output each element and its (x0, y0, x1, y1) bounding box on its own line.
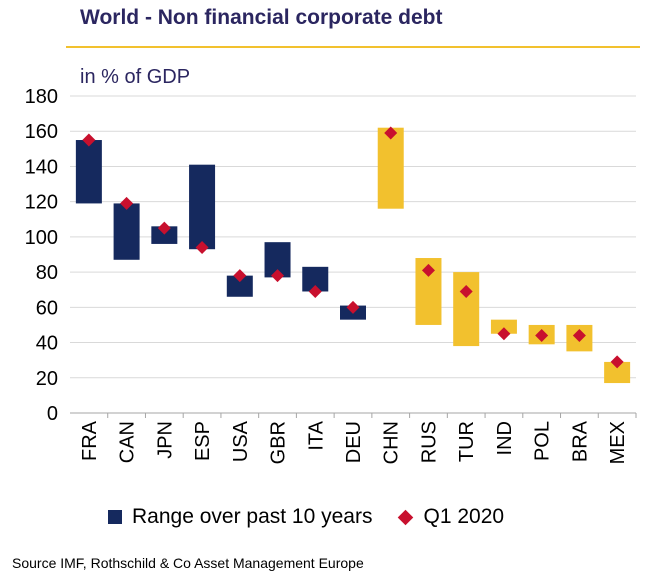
range-bar-esp (189, 164, 216, 250)
title-divider (66, 46, 640, 48)
legend-range-swatch (108, 510, 122, 524)
legend-marker-label: Q1 2020 (423, 505, 505, 528)
q1-2020-marker-usa (233, 269, 247, 283)
y-tick-label: 0 (47, 403, 58, 425)
legend-range-label: Range over past 10 years (132, 505, 373, 528)
x-tick-label: BRA (569, 420, 591, 462)
range-bar-tur (453, 272, 480, 347)
q1-2020-marker-deu (346, 300, 360, 314)
y-tick-label: 180 (25, 86, 58, 108)
q1-2020-marker-ita (308, 284, 322, 298)
chart-plot: 0 20 40 60 80 100 120 140 160 180 FRA CAN JPN ESP USA G… (25, 86, 637, 464)
range-bar-jpn (151, 226, 178, 244)
legend: Range over past 10 years Q1 2020 (108, 505, 504, 529)
chart-title: World - Non financial corporate debt (80, 6, 443, 29)
x-tick-label: IND (494, 421, 516, 455)
range-bar-usa (226, 275, 253, 297)
q1-2020-marker-pol (535, 329, 549, 343)
q1-2020-marker-tur (459, 284, 473, 298)
x-tick-label: POL (532, 421, 554, 461)
x-tick-label: FRA (79, 420, 101, 461)
q1-2020-marker-rus (421, 263, 435, 277)
unit-label: in % of GDP (80, 66, 191, 88)
x-tick-label: USA (230, 420, 252, 462)
range-bar-ind (490, 319, 517, 334)
q1-2020-marker-gbr (271, 269, 285, 283)
x-tick-label: TUR (456, 421, 478, 462)
x-tick-label: GBR (268, 421, 290, 464)
y-tick-label: 160 (25, 121, 58, 143)
x-tick-label: ITA (305, 420, 327, 450)
range-bar-mex (604, 361, 631, 384)
x-tick-label: DEU (343, 421, 365, 463)
y-tick-label: 140 (25, 156, 58, 178)
q1-2020-marker-mex (610, 355, 624, 369)
q1-2020-marker-esp (195, 240, 209, 254)
range-bar-chn (377, 127, 404, 209)
y-tick-label: 20 (36, 368, 58, 390)
x-tick-label: CHN (381, 421, 403, 464)
q1-2020-marker-chn (384, 126, 398, 140)
q1-2020-marker-can (120, 196, 134, 210)
x-tick-label: MEX (607, 421, 629, 464)
source-note: Source IMF, Rothschild & Co Asset Manage… (12, 555, 364, 571)
range-bar-can (113, 203, 140, 260)
y-tick-label: 60 (36, 297, 58, 319)
range-bar-fra (75, 140, 102, 204)
x-tick-label: JPN (154, 421, 176, 459)
legend-marker-swatch (398, 509, 414, 525)
q1-2020-marker-bra (572, 329, 586, 343)
x-tick-label: CAN (117, 421, 139, 463)
y-tick-label: 40 (36, 333, 58, 355)
y-tick-label: 100 (25, 227, 58, 249)
x-tick-label: RUS (418, 421, 440, 463)
y-tick-label: 80 (36, 262, 58, 284)
q1-2020-marker-ind (497, 327, 511, 341)
q1-2020-marker-fra (82, 133, 96, 147)
q1-2020-marker-jpn (157, 221, 171, 235)
x-tick-label: ESP (192, 421, 214, 461)
y-tick-label: 120 (25, 192, 58, 214)
